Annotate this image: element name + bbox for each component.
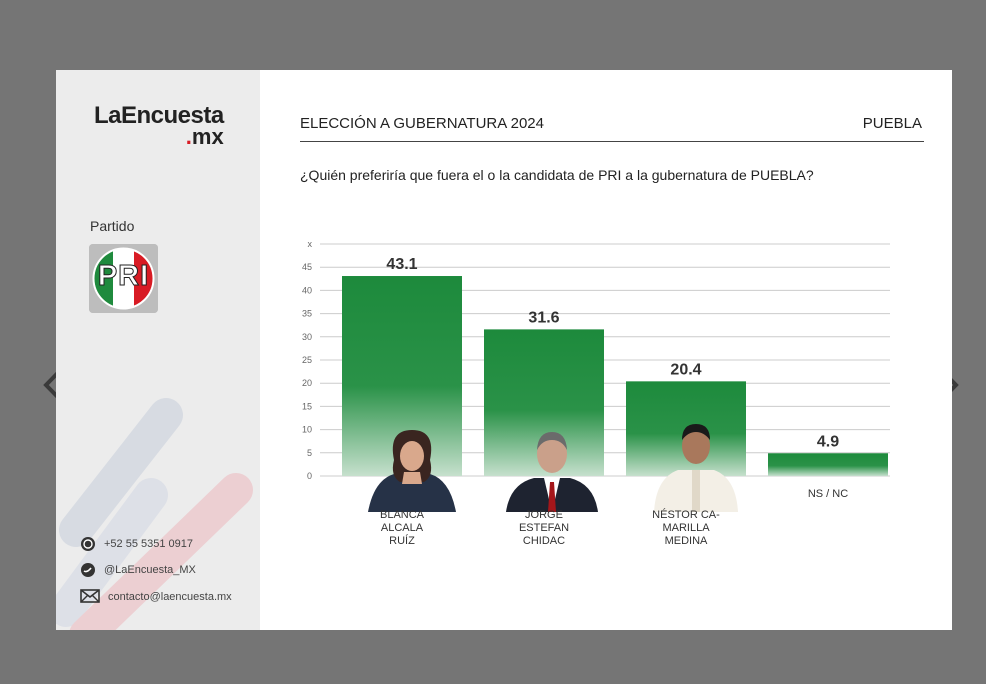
state-name: PUEBLA	[862, 115, 922, 132]
brand-name: LaEncuesta	[94, 102, 224, 129]
category-label-line: RUÍZ	[389, 535, 415, 547]
twitter-text: @LaEncuesta_MX	[104, 564, 196, 576]
category-label-line: MARILLA	[662, 522, 710, 534]
contact-twitter: @LaEncuesta_MX	[80, 562, 196, 578]
whatsapp-icon	[80, 536, 96, 552]
candidate-photo-nestor	[648, 412, 744, 512]
phone-text: +52 55 5351 0917	[104, 538, 194, 550]
y-tick-label: 20	[302, 378, 312, 388]
brand-logo: LaEncuesta .mx	[94, 102, 224, 150]
y-tick-label: x	[308, 239, 313, 249]
brand-domain: .mx	[94, 124, 224, 150]
main-panel: ELECCIÓN A GUBERNATURA 2024 PUEBLA ¿Quié…	[260, 70, 952, 630]
candidate-photo-jorge	[504, 422, 600, 512]
page-title: ELECCIÓN A GUBERNATURA 2024	[300, 115, 544, 132]
pri-logo: PRI	[89, 244, 158, 313]
category-label-line: CHIDAC	[522, 535, 566, 547]
y-tick-label: 35	[302, 309, 312, 319]
bar-value-label: 4.9	[817, 433, 839, 450]
category-label-line: JORGE	[525, 509, 563, 521]
decorative-stripes	[56, 398, 253, 630]
category-label: JORGE ESTEFAN CHIDAC	[484, 509, 604, 548]
poll-question: ¿Quién preferiría que fuera el o la cand…	[300, 167, 814, 183]
bar-value-label: 43.1	[386, 256, 417, 273]
category-label: BLANCA ALCALA RUÍZ	[342, 509, 462, 548]
email-icon	[80, 589, 100, 605]
category-label: NÉSTOR CA- MARILLA MEDINA	[626, 509, 746, 548]
y-tick-label: 15	[302, 401, 312, 411]
category-label-line: BLANCA	[379, 509, 425, 521]
bar-value-label: 20.4	[670, 361, 701, 378]
email-text: contacto@laencuesta.mx	[108, 591, 232, 603]
y-tick-label: 5	[307, 448, 312, 458]
bar	[768, 453, 888, 476]
brand-tld: mx	[191, 124, 224, 149]
contact-phone: +52 55 5351 0917	[80, 536, 193, 552]
party-label: Partido	[90, 218, 135, 234]
candidate-photo-blanca	[364, 422, 460, 512]
y-tick-label: 25	[302, 355, 312, 365]
category-label-line: NS / NC	[807, 488, 849, 500]
pri-logo-text: PRI	[97, 260, 150, 293]
twitter-icon	[80, 562, 96, 578]
bar-value-label: 31.6	[528, 309, 559, 326]
y-tick-label: 30	[302, 332, 312, 342]
category-label-line: ESTEFAN	[518, 522, 570, 534]
poll-card: LaEncuesta .mx Partido PRI +52 55 5351 0…	[56, 70, 952, 630]
sidebar: LaEncuesta .mx Partido PRI +52 55 5351 0…	[56, 70, 260, 630]
category-label: NS / NC	[768, 488, 888, 501]
pri-logo-graphic	[89, 244, 158, 313]
category-label-line: ALCALA	[380, 522, 424, 534]
y-tick-label: 10	[302, 425, 312, 435]
y-tick-label: 45	[302, 262, 312, 272]
contact-email: contacto@laencuesta.mx	[80, 589, 232, 605]
header-divider	[300, 141, 924, 142]
y-tick-label: 0	[307, 471, 312, 481]
category-label-line: MEDINA	[664, 535, 708, 547]
brand-dot: .	[185, 124, 192, 149]
y-tick-label: 40	[302, 285, 312, 295]
category-label-line: NÉSTOR CA-	[652, 509, 720, 521]
